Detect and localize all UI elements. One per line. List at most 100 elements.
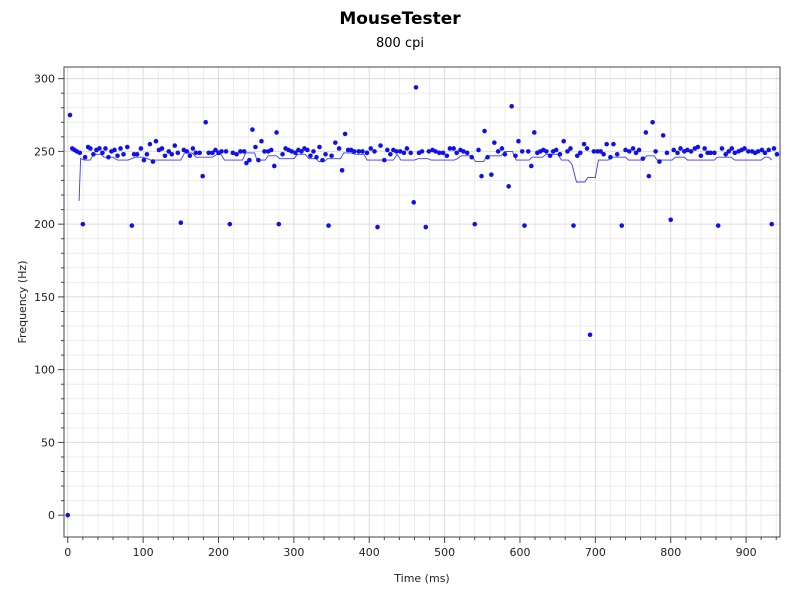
- data-point: [80, 221, 86, 227]
- data-point: [268, 147, 274, 153]
- data-point: [591, 149, 597, 154]
- data-point: [626, 149, 632, 154]
- grid: [64, 67, 780, 537]
- y-tick-label: 50: [41, 436, 55, 449]
- data-point: [547, 153, 553, 159]
- data-point: [375, 224, 380, 230]
- data-point: [742, 146, 747, 151]
- data-point: [485, 154, 490, 160]
- data-point: [82, 154, 88, 160]
- y-tick-label: 150: [34, 291, 55, 304]
- data-point: [213, 147, 218, 153]
- data-point: [253, 144, 258, 150]
- x-tick-label: 400: [359, 546, 380, 559]
- data-point: [144, 152, 150, 157]
- data-point: [519, 149, 525, 154]
- data-point: [660, 133, 666, 138]
- data-point: [162, 153, 168, 159]
- data-point: [688, 149, 694, 154]
- data-point: [557, 152, 563, 157]
- data-point: [206, 150, 212, 156]
- data-point: [433, 149, 438, 154]
- data-point: [227, 221, 233, 227]
- data-point: [587, 332, 593, 338]
- data-point: [203, 119, 208, 125]
- data-point: [293, 150, 298, 156]
- data-point: [684, 147, 690, 153]
- data-point: [244, 160, 249, 166]
- data-point: [259, 138, 264, 144]
- data-point: [509, 103, 514, 109]
- data-point: [103, 146, 108, 151]
- data-point: [305, 147, 310, 153]
- data-point: [581, 141, 587, 147]
- data-point: [611, 141, 616, 147]
- data-point: [423, 224, 429, 230]
- data-point: [326, 223, 331, 228]
- data-point: [440, 150, 446, 156]
- data-point: [451, 146, 456, 151]
- x-axis-label: Time (ms): [393, 572, 449, 585]
- data-point: [525, 149, 531, 154]
- y-tick-label: 200: [34, 218, 55, 231]
- data-point: [636, 147, 642, 153]
- data-point: [150, 159, 156, 164]
- x-tick-label: 100: [133, 546, 154, 559]
- data-point: [565, 149, 570, 154]
- data-point: [238, 149, 243, 154]
- data-point: [715, 223, 721, 228]
- data-point: [531, 130, 537, 135]
- data-point: [382, 157, 387, 163]
- data-point: [190, 146, 196, 151]
- y-tick-label: 0: [48, 509, 55, 522]
- data-point: [584, 146, 590, 151]
- data-point: [197, 150, 202, 156]
- data-point: [333, 140, 338, 145]
- data-point: [210, 150, 215, 156]
- data-point: [759, 147, 765, 153]
- data-point: [664, 150, 670, 156]
- data-point: [166, 149, 172, 154]
- data-point: [650, 119, 655, 125]
- data-point: [577, 150, 583, 156]
- data-point: [732, 150, 738, 156]
- data-point: [571, 223, 576, 228]
- data-point: [329, 153, 334, 159]
- data-point: [262, 149, 267, 154]
- data-point: [461, 149, 466, 154]
- data-point: [499, 146, 505, 151]
- data-point: [193, 150, 199, 156]
- data-point: [408, 150, 413, 156]
- data-point: [67, 112, 73, 118]
- data-point: [388, 152, 393, 157]
- x-tick-label: 0: [64, 546, 71, 559]
- data-point: [516, 138, 521, 144]
- data-point: [317, 144, 322, 150]
- data-point: [121, 152, 126, 157]
- data-point: [368, 146, 374, 151]
- data-point: [695, 144, 701, 150]
- data-point: [184, 149, 190, 154]
- y-tick-label: 100: [34, 364, 55, 377]
- data-point: [118, 146, 123, 151]
- data-point: [234, 152, 239, 157]
- data-point: [339, 168, 345, 173]
- x-tick-label: 300: [283, 546, 304, 559]
- x-tick-label: 900: [736, 546, 757, 559]
- data-point: [153, 138, 159, 144]
- data-point: [643, 130, 649, 135]
- data-point: [147, 141, 153, 147]
- data-point: [729, 146, 735, 151]
- data-point: [141, 157, 147, 163]
- data-point: [134, 152, 140, 157]
- data-point: [247, 157, 252, 163]
- data-point: [469, 154, 475, 160]
- data-point: [219, 149, 224, 154]
- data-point: [506, 184, 511, 189]
- data-point: [726, 149, 732, 154]
- data-point: [97, 146, 102, 151]
- data-point: [646, 173, 652, 179]
- x-tick-label: 700: [585, 546, 606, 559]
- data-point: [698, 153, 704, 159]
